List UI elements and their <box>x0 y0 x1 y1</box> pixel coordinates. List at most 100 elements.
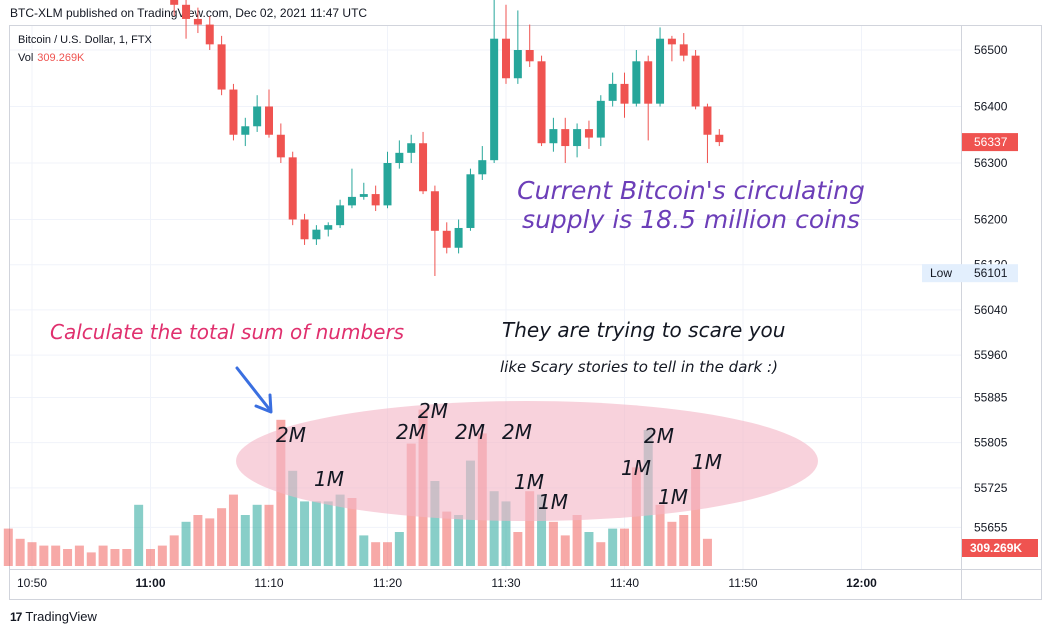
current-price-label: 56337 <box>974 135 1008 149</box>
volume-bar <box>193 515 203 566</box>
candle-body <box>229 89 238 135</box>
candle-body <box>253 106 262 127</box>
price-tick-label: 55805 <box>974 436 1008 450</box>
tradingview-name: TradingView <box>25 609 97 624</box>
arrow-icon <box>235 366 272 412</box>
candle-body <box>525 50 534 62</box>
volume-bar <box>702 538 712 566</box>
volume-bar <box>371 542 381 566</box>
tradingview-branding[interactable]: 17 TradingView <box>10 609 97 624</box>
low-marker-label: Low <box>930 266 952 280</box>
time-tick-label: 11:30 <box>491 576 520 590</box>
volume-bar <box>252 504 262 566</box>
volume-bar <box>560 535 570 566</box>
volume-bar <box>264 504 274 566</box>
candle-body <box>667 38 676 45</box>
volume-bar <box>146 549 155 566</box>
candle-body <box>205 24 214 45</box>
volume-bar <box>335 494 345 566</box>
candle-body <box>347 196 356 206</box>
volume-bar <box>240 515 250 566</box>
candle-body <box>466 174 475 228</box>
highlight-label: 2M <box>396 420 426 444</box>
highlight-label: 2M <box>502 420 532 444</box>
time-tick-label: 12:00 <box>846 576 877 590</box>
volume-bar <box>655 504 665 566</box>
volume-bar <box>217 508 227 566</box>
low-marker-box <box>922 264 962 283</box>
highlight-label: 2M <box>418 399 448 423</box>
volume-bar <box>288 470 298 566</box>
candle-body <box>691 55 700 107</box>
volume-bar <box>205 518 215 566</box>
price-tick-label: 56200 <box>974 213 1008 227</box>
candle-body <box>193 18 202 25</box>
stories-annotation: like Scary stories to tell in the dark :… <box>500 358 778 376</box>
supply-annotation: Current Bitcoin's circulating supply is … <box>510 176 872 234</box>
price-tick-label: 56040 <box>974 303 1008 317</box>
highlight-label: 2M <box>276 423 306 447</box>
volume-bar <box>110 549 120 566</box>
volume-legend: Vol 309.269K <box>18 52 84 64</box>
volume-bar <box>86 552 96 566</box>
candle-body <box>715 134 724 143</box>
highlight-label: 1M <box>621 456 651 480</box>
time-tick-label: 11:10 <box>254 576 283 590</box>
candle-body <box>241 126 250 135</box>
highlight-ellipse <box>236 401 818 521</box>
volume-value-label: 309.269K <box>970 541 1022 555</box>
candle-body <box>561 129 570 147</box>
candle-body <box>300 219 309 240</box>
volume-bar <box>383 542 392 566</box>
volume-value-box <box>962 539 1038 557</box>
candle-body <box>336 205 345 226</box>
volume-bar <box>74 545 84 566</box>
volume-bar <box>620 528 629 566</box>
volume-bar <box>394 532 404 566</box>
candle-body <box>430 191 439 231</box>
volume-bar <box>311 501 321 566</box>
candle-body <box>584 129 593 138</box>
volume-bar <box>39 545 49 566</box>
candle-body <box>217 44 226 90</box>
candle-body <box>454 227 463 248</box>
volume-bar <box>157 545 167 566</box>
time-tick-label: 11:20 <box>373 576 402 590</box>
candle-body <box>288 157 297 220</box>
volume-bar <box>300 501 310 566</box>
volume-bar <box>596 542 606 566</box>
volume-bar <box>430 481 440 566</box>
candle-body <box>596 100 605 138</box>
price-tick-label: 56400 <box>974 100 1008 114</box>
candle-body <box>608 83 617 101</box>
volume-bar <box>27 542 37 566</box>
price-tick-label: 55655 <box>974 520 1008 534</box>
volume-bar <box>608 528 618 566</box>
volume-bar <box>525 491 535 566</box>
highlight-label: 1M <box>538 490 568 514</box>
price-tick-label: 56500 <box>974 43 1008 57</box>
candle-body <box>170 0 179 5</box>
candle-body <box>703 106 712 135</box>
highlight-label: 1M <box>692 450 722 474</box>
volume-bar <box>228 494 238 566</box>
volume-bar <box>513 532 523 566</box>
candle-body <box>573 129 582 147</box>
candle-body <box>644 61 653 104</box>
candle-body <box>656 38 665 104</box>
volume-bar <box>691 467 701 566</box>
volume-bar <box>122 549 132 566</box>
volume-bar <box>584 532 594 566</box>
low-value-box <box>962 264 1018 283</box>
volume-bar <box>548 521 558 566</box>
candle-body <box>549 129 558 144</box>
volume-bar <box>134 504 144 566</box>
volume-bar <box>572 515 582 566</box>
highlight-label: 1M <box>314 467 344 491</box>
candle-body <box>620 83 629 104</box>
highlight-label: 2M <box>644 424 674 448</box>
candle-body <box>490 38 499 161</box>
candle-body <box>442 230 451 248</box>
candle-body <box>513 50 522 79</box>
